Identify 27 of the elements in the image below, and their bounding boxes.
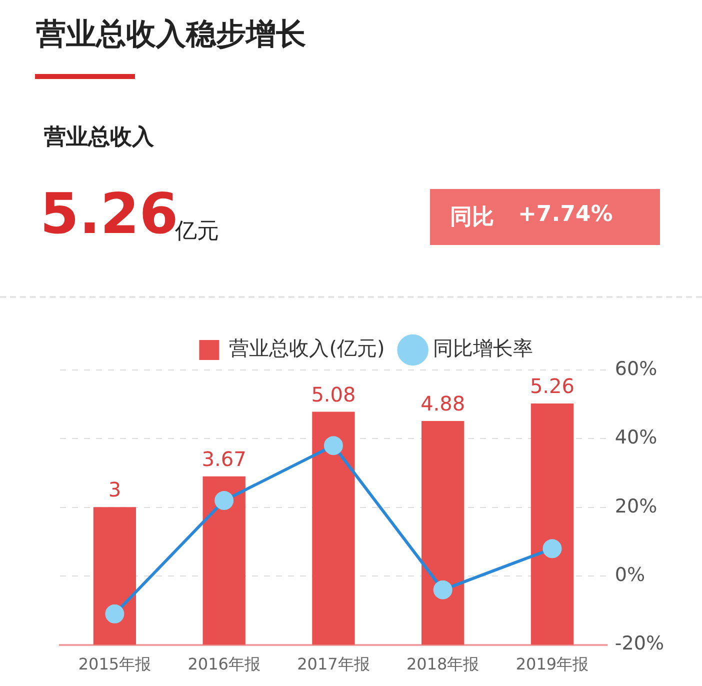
y2-tick-label: -20% xyxy=(614,632,664,655)
bar xyxy=(93,507,136,645)
text: +7.74% xyxy=(518,202,613,227)
data-label: 3 xyxy=(108,478,122,502)
bar xyxy=(202,476,246,645)
x-tick-label: 2018年报 xyxy=(406,654,480,674)
chart-title: 营业总收入稳步增长 xyxy=(36,16,306,54)
chart-subtitle: 营业总收入 xyxy=(44,124,154,152)
data-label: 4.88 xyxy=(420,392,466,416)
text: 同比 xyxy=(450,204,494,232)
legend-label: 营业总收入(亿元) xyxy=(229,336,385,360)
bar xyxy=(530,404,574,645)
bar xyxy=(422,420,464,645)
x-tick-label: 2016年报 xyxy=(188,654,260,674)
data-label: 5.08 xyxy=(311,382,356,406)
x-tick-label: 2019年报 xyxy=(516,654,589,674)
x-tick-label: 2015年报 xyxy=(78,654,152,674)
data-label: 3.67 xyxy=(202,446,246,471)
y2-tick-label: 40% xyxy=(614,426,658,449)
y2-tick-label: 60% xyxy=(614,358,658,380)
y2-tick-label: 20% xyxy=(614,495,658,518)
legend-label: 同比增长率 xyxy=(432,336,533,360)
data-label: 5.26 xyxy=(530,374,574,398)
x-tick-label: 2017年报 xyxy=(297,654,370,674)
bar xyxy=(312,412,355,645)
text: 亿元 xyxy=(175,219,219,246)
y2-tick-label: 0% xyxy=(614,564,646,586)
